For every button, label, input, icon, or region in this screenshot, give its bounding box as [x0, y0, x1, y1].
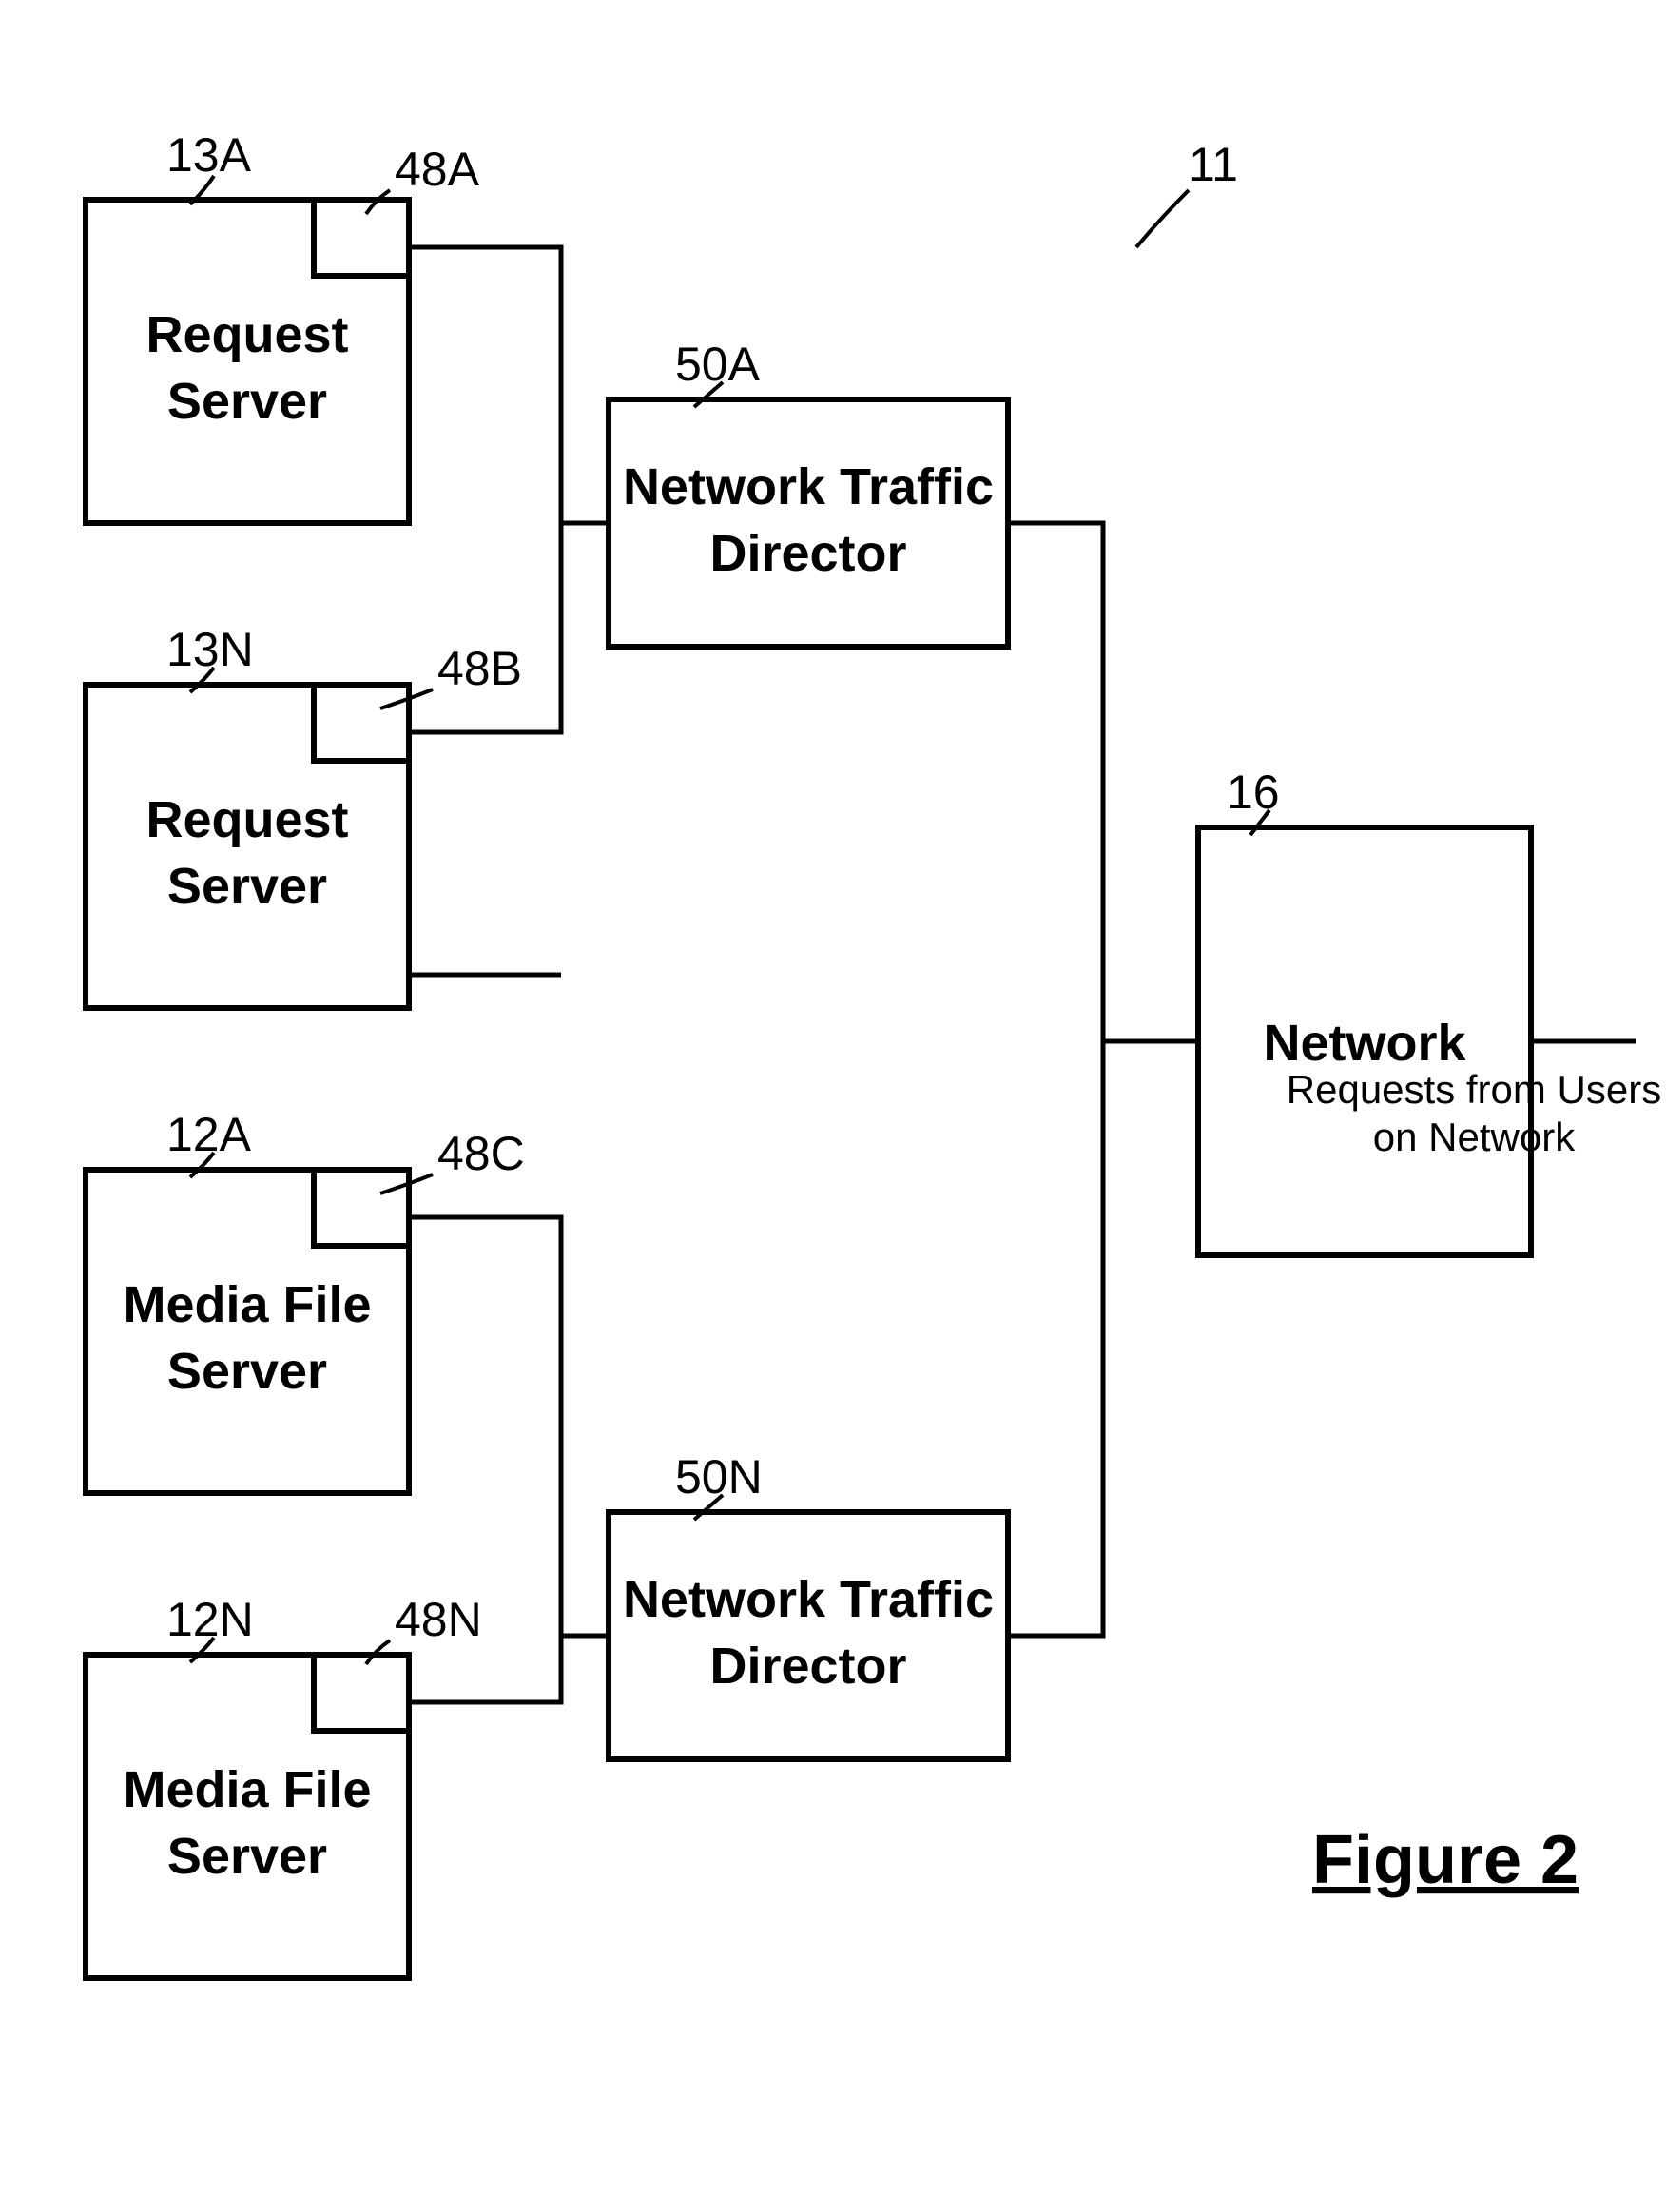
label-network: Network — [1263, 1015, 1466, 1072]
ref-13n: 13N — [166, 623, 254, 676]
caption-l1: Requests from Users — [1287, 1067, 1661, 1112]
port-48b — [314, 685, 409, 761]
ref-48n: 48N — [395, 1593, 482, 1646]
ref-11: 11 — [1189, 138, 1238, 191]
network-diagram: Request Server 13A 48A Request Server 13… — [0, 0, 1666, 2212]
box-ntd-bottom — [609, 1512, 1008, 1759]
label-req-b-l1: Request — [145, 791, 348, 848]
edge-mfsA-ntdBot — [409, 1217, 609, 1636]
port-48n — [314, 1655, 409, 1731]
label-req-a-l1: Request — [145, 306, 348, 363]
ref-48a: 48A — [395, 143, 480, 196]
port-48a — [314, 200, 409, 276]
edge-reqA-ntdTop — [409, 247, 609, 523]
tick-11 — [1136, 190, 1189, 247]
label-ntd-top-l1: Network Traffic — [623, 458, 994, 515]
node-ntd-bottom: Network Traffic Director — [609, 1512, 1008, 1759]
label-ntd-bot-l2: Director — [709, 1638, 906, 1695]
ref-12a: 12A — [166, 1108, 252, 1161]
box-ntd-top — [609, 399, 1008, 647]
port-48c — [314, 1170, 409, 1246]
node-media-server-b: Media File Server — [86, 1655, 409, 1978]
caption-l2: on Network — [1373, 1115, 1576, 1159]
node-request-server-b: Request Server — [86, 685, 409, 1008]
label-ntd-top-l2: Director — [709, 525, 906, 582]
label-ntd-bot-l1: Network Traffic — [623, 1571, 994, 1628]
ref-13a: 13A — [166, 128, 252, 182]
ref-48b: 48B — [437, 642, 522, 695]
label-mfs-a-l2: Server — [167, 1343, 327, 1400]
ref-50a: 50A — [675, 338, 761, 391]
ref-16: 16 — [1227, 766, 1280, 819]
edge-ntdBot-network — [1008, 1041, 1103, 1636]
label-mfs-b-l2: Server — [167, 1828, 327, 1885]
edge-reqB-ntdTop — [409, 523, 561, 732]
node-media-server-a: Media File Server — [86, 1170, 409, 1493]
label-mfs-b-l1: Media File — [123, 1761, 371, 1818]
edge-ntdTop-network — [1008, 523, 1198, 1041]
label-req-b-l2: Server — [167, 858, 327, 915]
label-req-a-l2: Server — [167, 373, 327, 430]
node-ntd-top: Network Traffic Director — [609, 399, 1008, 647]
figure-title: Figure 2 — [1312, 1822, 1579, 1898]
ref-48c: 48C — [437, 1127, 525, 1180]
node-network: Network — [1198, 827, 1531, 1255]
label-mfs-a-l1: Media File — [123, 1276, 371, 1333]
ref-12n: 12N — [166, 1593, 254, 1646]
node-request-server-a: Request Server — [86, 200, 409, 523]
ref-50n: 50N — [675, 1450, 763, 1504]
